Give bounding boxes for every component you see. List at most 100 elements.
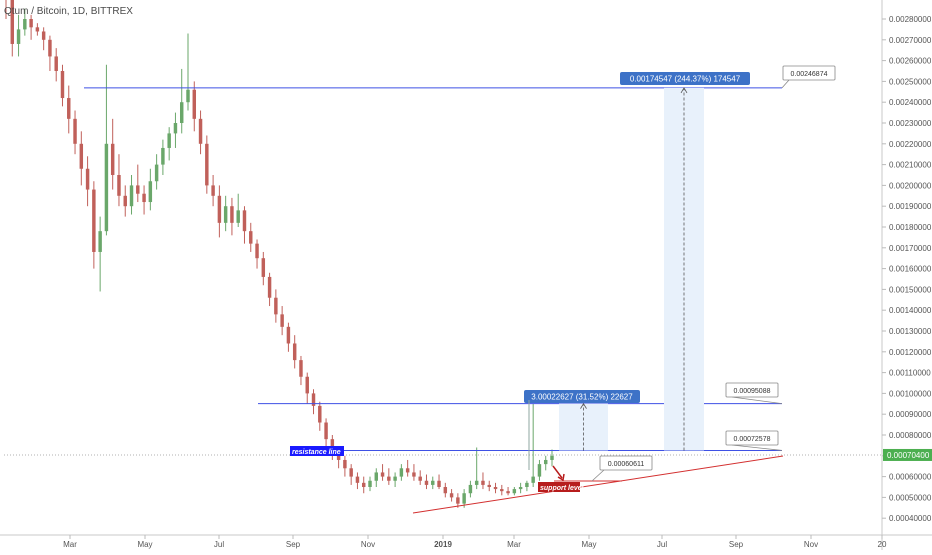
- candle-body: [29, 19, 33, 28]
- x-tick-label: Mar: [507, 540, 521, 549]
- candle-body: [223, 206, 228, 223]
- candle-body: [456, 497, 460, 504]
- candle-body: [462, 493, 466, 504]
- annotation-label: resistance line: [292, 449, 341, 456]
- price-callout: [782, 65, 836, 81]
- candle-body: [211, 185, 215, 196]
- price-callout-label: 0.00060611: [608, 461, 645, 468]
- price-callout-label: 0.00072578: [734, 436, 771, 443]
- candle-body: [236, 210, 240, 223]
- x-tick-label: May: [581, 540, 596, 549]
- candle-body: [405, 468, 410, 473]
- support-trendline: [412, 455, 784, 514]
- callout-pointer: [731, 444, 783, 451]
- candle-body: [286, 326, 291, 344]
- candle-body: [500, 489, 504, 492]
- price-callout: [725, 430, 779, 446]
- candle-body: [399, 468, 404, 477]
- candle-body: [518, 487, 523, 490]
- y-tick-label: 0.00140000: [889, 306, 932, 315]
- candle-body: [154, 164, 159, 182]
- candle-body: [179, 102, 184, 123]
- candle-body: [368, 480, 372, 487]
- candle-body: [230, 206, 234, 223]
- candle-body: [242, 210, 247, 232]
- candle-body: [167, 133, 171, 148]
- candle-body: [506, 491, 510, 494]
- y-tick-label: 0.00090000: [889, 410, 932, 419]
- candle-body: [41, 31, 46, 40]
- candle-body: [412, 472, 416, 477]
- candle-body: [318, 405, 322, 423]
- x-tick-label: Sep: [286, 540, 301, 549]
- candle-body: [424, 480, 429, 485]
- candle-body: [537, 464, 542, 477]
- y-tick-label: 0.00110000: [889, 369, 931, 378]
- x-tick-label: Sep: [729, 540, 744, 549]
- annotation-box: [290, 446, 344, 456]
- candle-body: [98, 231, 102, 252]
- measure-arrow-head: [680, 87, 688, 94]
- annotation-label: support level: [540, 485, 585, 492]
- candle-body: [531, 476, 535, 483]
- candle-body: [512, 489, 517, 494]
- y-tick-label: 0.00260000: [889, 57, 932, 66]
- candle-body: [311, 393, 316, 406]
- candle-body: [374, 472, 379, 481]
- candle-body: [129, 185, 134, 207]
- y-tick-label: 0.00080000: [889, 431, 932, 440]
- candle-body: [73, 118, 77, 144]
- candle-body: [205, 143, 209, 186]
- y-tick-label: 0.00190000: [889, 202, 932, 211]
- candle-body: [142, 193, 146, 203]
- candle-body: [261, 258, 266, 277]
- candle-body: [355, 476, 360, 483]
- x-tick-label: Nov: [804, 540, 818, 549]
- candle-body: [330, 439, 335, 452]
- candle-body: [60, 71, 65, 99]
- price-callout: [599, 455, 653, 471]
- price-callout-label: 0.00246874: [791, 71, 828, 78]
- support-arrow-line: [552, 465, 563, 479]
- candle-body: [481, 480, 485, 485]
- candle-body: [110, 143, 115, 175]
- candle-body: [85, 168, 90, 190]
- y-tick-label: 0.00280000: [889, 15, 932, 24]
- candle-body: [274, 297, 278, 315]
- x-tick-label: May: [137, 540, 152, 549]
- measure-label: 0.00174547 (244.37%) 174547: [630, 75, 741, 84]
- candle-body: [92, 189, 96, 252]
- price-callout-label: 0.00095088: [734, 388, 771, 395]
- candle-body: [249, 231, 253, 244]
- callout-pointer: [731, 396, 783, 405]
- y-tick-label: 0.00100000: [889, 389, 932, 398]
- candle-body: [217, 195, 222, 223]
- y-tick-label: 0.00220000: [889, 140, 932, 149]
- y-tick-label: 0.00150000: [889, 285, 932, 294]
- candle-body: [550, 455, 554, 460]
- y-tick-label: 0.00270000: [889, 36, 932, 45]
- x-tick-label: Nov: [361, 540, 375, 549]
- candle-body: [343, 459, 347, 469]
- candle-body: [305, 376, 309, 394]
- candle-body: [79, 143, 84, 169]
- measure-label: 3.00022627 (31.52%) 22627: [531, 393, 633, 402]
- candle-body: [292, 343, 297, 361]
- y-tick-label: 0.00120000: [889, 348, 932, 357]
- y-tick-label: 0.00050000: [889, 493, 932, 502]
- x-tick-label: Mar: [63, 540, 77, 549]
- y-tick-label: 0.00240000: [889, 98, 932, 107]
- candle-body: [267, 276, 272, 298]
- candle-body: [136, 185, 140, 194]
- x-tick-label: Jul: [214, 540, 224, 549]
- y-tick-label: 0.00230000: [889, 119, 932, 128]
- candle-body: [104, 143, 109, 232]
- candle-body: [173, 123, 178, 134]
- y-tick-label: 0.00250000: [889, 77, 932, 86]
- candle-body: [474, 480, 479, 485]
- candle-body: [393, 476, 397, 481]
- y-tick-label: 0.00040000: [889, 514, 932, 523]
